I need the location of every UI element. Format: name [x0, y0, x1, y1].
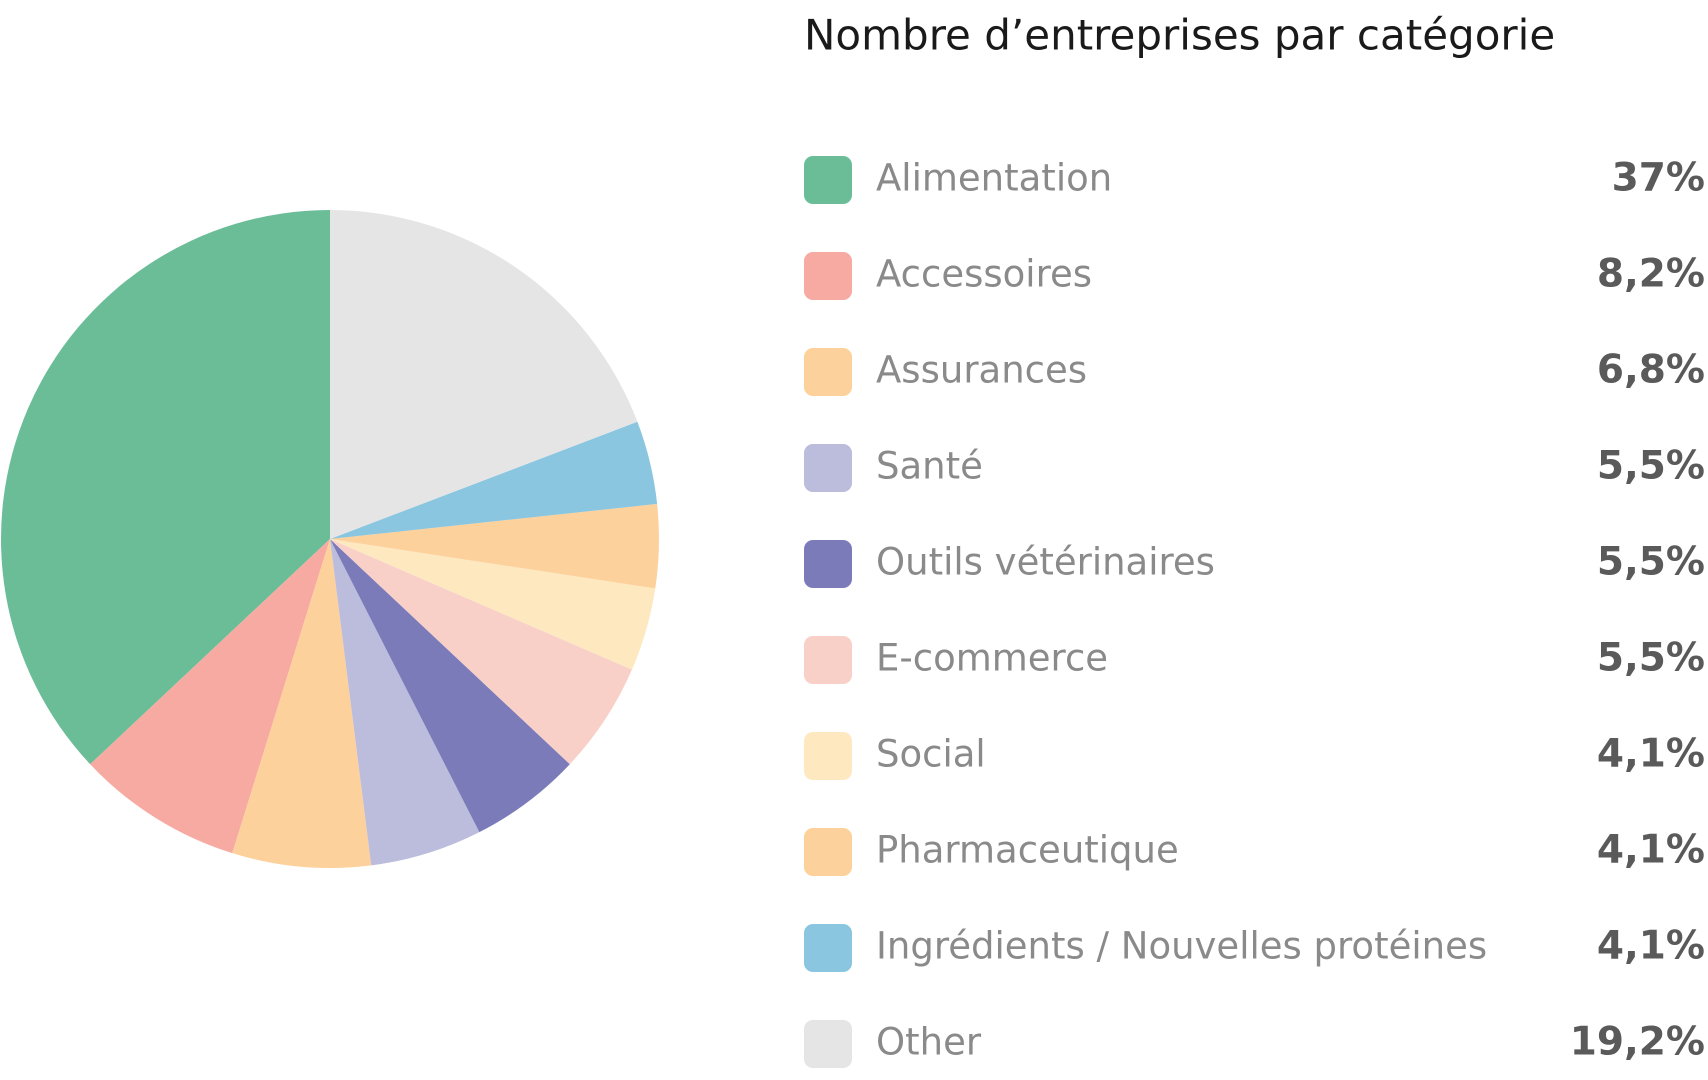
legend-label: E-commerce: [876, 637, 1108, 680]
pie-slice: [330, 421, 658, 539]
legend-swatch: [804, 924, 852, 972]
legend-label: Ingrédients / Nouvelles protéines: [876, 925, 1487, 968]
legend-swatch: [804, 1020, 852, 1068]
pie-slice: [330, 210, 638, 539]
pie-slice: [330, 503, 659, 589]
pie-slice: [330, 539, 656, 670]
value-label: 5,5%: [1597, 540, 1705, 585]
legend-label: Outils vétérinaires: [876, 541, 1215, 584]
pie-slice: [330, 539, 570, 833]
value-label: 6,8%: [1597, 348, 1705, 393]
pie-slice: [232, 539, 372, 868]
pie-slice: [0, 210, 331, 765]
legend-swatch: [804, 156, 852, 204]
legend-swatch: [804, 444, 852, 492]
pie-slice: [330, 539, 480, 866]
value-label: 4,1%: [1597, 732, 1705, 777]
legend-label: Assurances: [876, 349, 1087, 392]
legend-label: Other: [876, 1021, 982, 1064]
legend-swatch: [804, 540, 852, 588]
legend-swatch: [804, 828, 852, 876]
legend-swatch: [804, 636, 852, 684]
legend-label: Alimentation: [876, 157, 1112, 200]
pie-slice: [330, 539, 632, 765]
value-label: 4,1%: [1597, 924, 1705, 969]
pie-slice: [90, 539, 331, 854]
value-label: 37%: [1612, 156, 1705, 201]
legend-label: Accessoires: [876, 253, 1092, 296]
legend-swatch: [804, 732, 852, 780]
legend-swatch: [804, 252, 852, 300]
chart-title: Nombre d’entreprises par catégorie: [804, 11, 1555, 60]
value-label: 5,5%: [1597, 636, 1705, 681]
value-label: 4,1%: [1597, 828, 1705, 873]
legend-swatch: [804, 348, 852, 396]
value-label: 8,2%: [1597, 252, 1705, 297]
value-label: 5,5%: [1597, 444, 1705, 489]
legend-label: Social: [876, 733, 986, 776]
value-label: 19,2%: [1570, 1020, 1705, 1065]
legend-label: Pharmaceutique: [876, 829, 1179, 872]
legend-label: Santé: [876, 445, 983, 488]
